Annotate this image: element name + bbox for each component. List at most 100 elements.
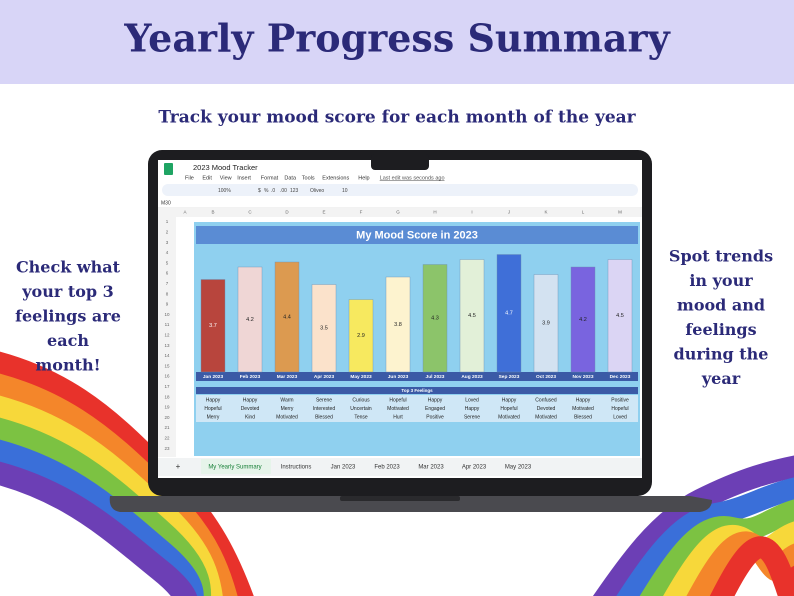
rainbow-stripe (709, 536, 794, 596)
menu-item: Format (261, 175, 279, 181)
feeling-cell: Motivated (498, 414, 520, 420)
x-tick-label: May 2023 (350, 374, 372, 380)
feeling-cell: Happy (502, 397, 517, 403)
row-label: 18 (164, 394, 170, 399)
rainbow-stripe (0, 439, 204, 596)
rainbow-stripe (616, 477, 794, 596)
row-label: 11 (165, 322, 170, 327)
feeling-cell: Happy (243, 397, 258, 403)
column-label: L (582, 210, 585, 215)
column-label: B (211, 210, 214, 215)
row-label: 8 (166, 291, 169, 296)
x-tick-label: Nov 2023 (572, 374, 593, 380)
column-label: H (433, 210, 436, 215)
feeling-cell: Hopeful (611, 406, 628, 412)
value-label: 3.5 (320, 326, 328, 332)
feeling-cell: Happy (576, 397, 591, 403)
row-label: 7 (166, 281, 169, 286)
bar (533, 274, 559, 373)
bar (570, 266, 596, 373)
feeling-cell: Hopeful (500, 406, 517, 412)
feeling-cell: Loved (465, 397, 479, 403)
feeling-cell: Kind (245, 414, 255, 420)
menu-item: Data (284, 175, 297, 181)
x-tick-label: Jun 2023 (388, 374, 409, 380)
row-label: 13 (164, 343, 170, 348)
bar (607, 259, 633, 373)
row-label: 20 (164, 415, 170, 420)
laptop-base (109, 496, 712, 512)
row-label: 17 (164, 384, 170, 389)
feeling-cell: Blessed (315, 414, 333, 420)
feelings-header (196, 387, 638, 394)
feeling-cell: Motivated (535, 414, 557, 420)
column-label: E (322, 210, 325, 215)
x-tick-label: Jan 2023 (203, 374, 224, 380)
feeling-cell: Happy (465, 406, 480, 412)
row-label: 12 (164, 332, 170, 337)
row-label: 19 (164, 405, 170, 410)
row-label: 21 (164, 425, 170, 430)
value-label: 4.5 (616, 313, 624, 319)
feeling-cell: Tense (354, 414, 368, 420)
feeling-cell: Warm (280, 397, 293, 403)
column-header-bar (158, 208, 642, 217)
toolbar (162, 184, 638, 196)
bar (274, 261, 300, 373)
spreadsheet: 2023 Mood Tracker File Edit View Insert Forma… (158, 163, 642, 476)
left-note-line: each (47, 331, 89, 350)
bar (385, 276, 411, 373)
right-note-line: year (701, 369, 741, 388)
feeling-cell: Confused (535, 397, 557, 403)
sheet-tab[interactable]: May 2023 (505, 465, 532, 471)
feeling-cell: Hurt (393, 414, 403, 420)
bar (422, 264, 448, 373)
toolbar-item: .0 (271, 188, 275, 194)
toolbar-item: $ (258, 188, 261, 194)
sheet-tab[interactable]: Instructions (281, 465, 312, 471)
menu-item: Help (358, 175, 369, 181)
sheet-tab[interactable]: Feb 2023 (374, 465, 400, 471)
row-label: 14 (164, 353, 170, 358)
x-tick-label: Oct 2023 (536, 374, 556, 380)
bar (496, 254, 522, 373)
toolbar-item: 100% (218, 188, 231, 194)
column-label: F (360, 210, 363, 215)
feeling-cell: Happy (428, 397, 443, 403)
last-edit: Last edit was seconds ago (380, 175, 445, 181)
category-strip (196, 372, 638, 381)
feeling-cell: Positive (611, 397, 629, 403)
feeling-cell: Uncertain (350, 406, 372, 412)
feeling-cell: Interested (313, 406, 335, 412)
row-label: 15 (164, 363, 170, 368)
column-label: A (183, 210, 186, 215)
feeling-cell: Devoted (537, 406, 556, 412)
right-note-line: mood and (677, 296, 765, 315)
sheet-tab[interactable]: Apr 2023 (462, 465, 487, 471)
subtitle: Track your mood score for each month of … (158, 108, 636, 128)
laptop-hinge (340, 496, 460, 501)
add-sheet-button[interactable]: + (176, 462, 181, 471)
tab-bar (158, 458, 642, 476)
feeling-cell: Motivated (387, 406, 409, 412)
cell-ref: M30 (161, 200, 171, 206)
camera-notch (371, 154, 429, 170)
feeling-cell: Engaged (425, 406, 445, 412)
sheet-tab[interactable]: Jan 2023 (331, 465, 356, 471)
column-label: G (396, 210, 400, 215)
toolbar-item: Oliveo (310, 188, 324, 194)
value-label: 4.3 (431, 316, 439, 322)
value-label: 3.7 (209, 323, 217, 329)
toolbar-item: .00 (280, 188, 287, 194)
sheets-logo (164, 163, 173, 175)
active-tab (201, 459, 271, 474)
sheet-tab[interactable]: My Yearly Summary (208, 465, 261, 471)
sheet-tab[interactable]: Mar 2023 (418, 465, 444, 471)
toolbar-item: % (264, 188, 269, 194)
row-label: 10 (164, 312, 170, 317)
row-label: 5 (166, 260, 169, 265)
column-label: D (285, 210, 289, 215)
feeling-cell: Hopeful (204, 406, 221, 412)
row-label: 9 (166, 302, 169, 307)
